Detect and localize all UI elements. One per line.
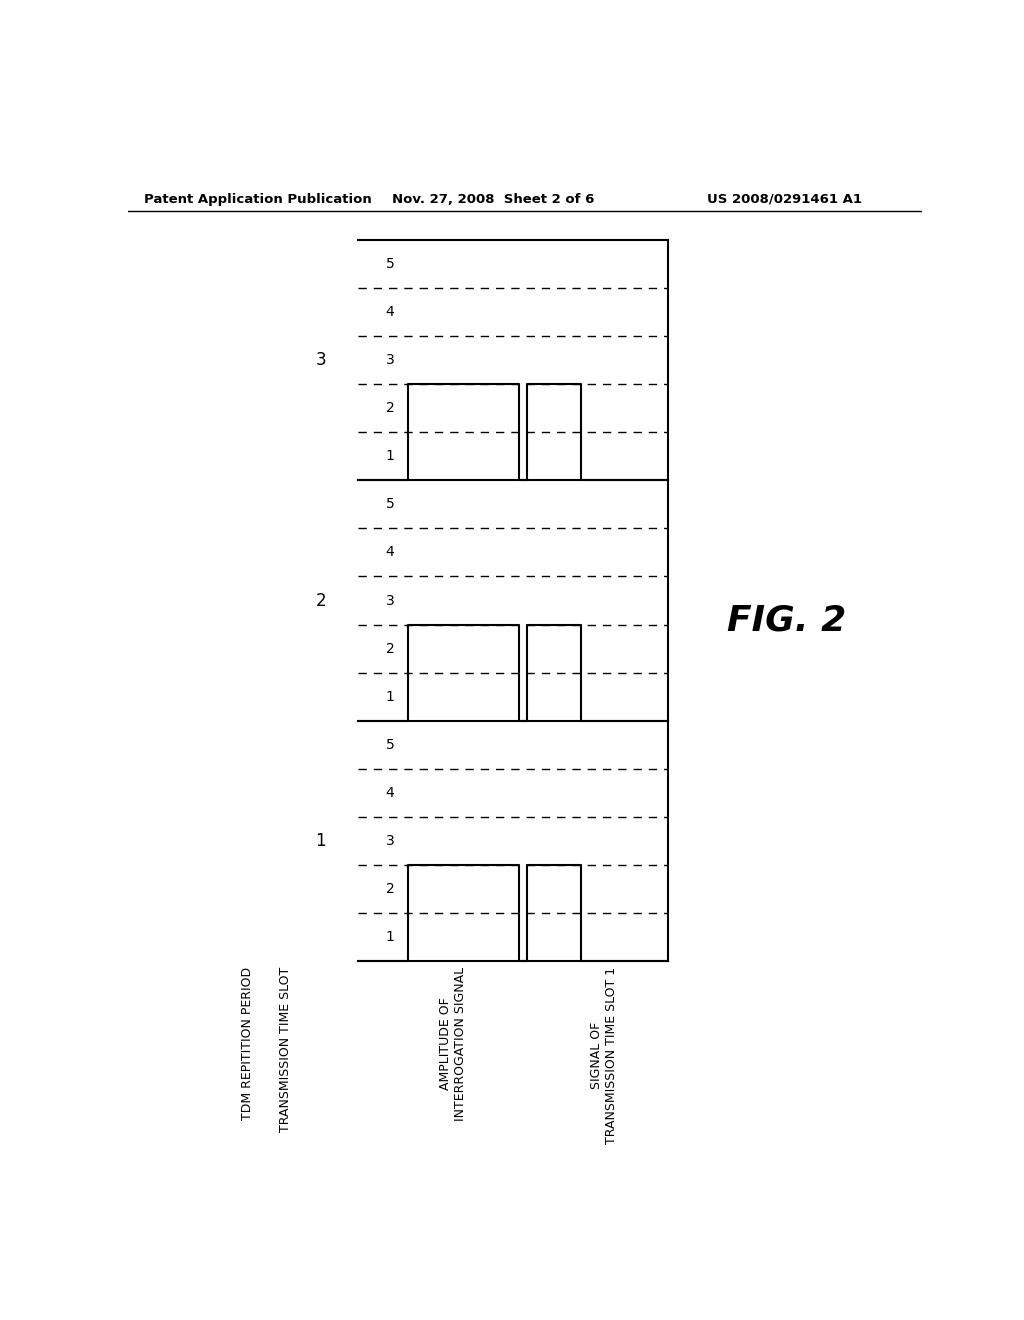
Text: 1: 1 — [315, 832, 327, 850]
Text: 2: 2 — [385, 401, 394, 414]
Text: 1: 1 — [385, 690, 394, 704]
Text: FIG. 2: FIG. 2 — [727, 603, 846, 638]
Text: 4: 4 — [385, 785, 394, 800]
Text: 5: 5 — [385, 257, 394, 271]
Text: Nov. 27, 2008  Sheet 2 of 6: Nov. 27, 2008 Sheet 2 of 6 — [392, 193, 594, 206]
Text: 4: 4 — [385, 545, 394, 560]
Text: 4: 4 — [385, 305, 394, 319]
Text: 2: 2 — [385, 882, 394, 896]
Text: 3: 3 — [315, 351, 327, 370]
Text: 1: 1 — [385, 449, 394, 463]
Text: Patent Application Publication: Patent Application Publication — [143, 193, 372, 206]
Text: 5: 5 — [385, 738, 394, 752]
Text: AMPLITUDE OF
INTERROGATION SIGNAL: AMPLITUDE OF INTERROGATION SIGNAL — [439, 966, 467, 1121]
Text: 1: 1 — [385, 931, 394, 944]
Text: TRANSMISSION TIME SLOT: TRANSMISSION TIME SLOT — [279, 966, 292, 1131]
Text: 5: 5 — [385, 498, 394, 511]
Text: US 2008/0291461 A1: US 2008/0291461 A1 — [708, 193, 862, 206]
Text: 2: 2 — [385, 642, 394, 656]
Text: SIGNAL OF
TRANSMISSION TIME SLOT 1: SIGNAL OF TRANSMISSION TIME SLOT 1 — [590, 966, 618, 1143]
Text: 3: 3 — [385, 594, 394, 607]
Text: 3: 3 — [385, 834, 394, 847]
Text: 3: 3 — [385, 352, 394, 367]
Text: TDM REPITITION PERIOD: TDM REPITITION PERIOD — [241, 966, 254, 1119]
Text: 2: 2 — [315, 591, 327, 610]
